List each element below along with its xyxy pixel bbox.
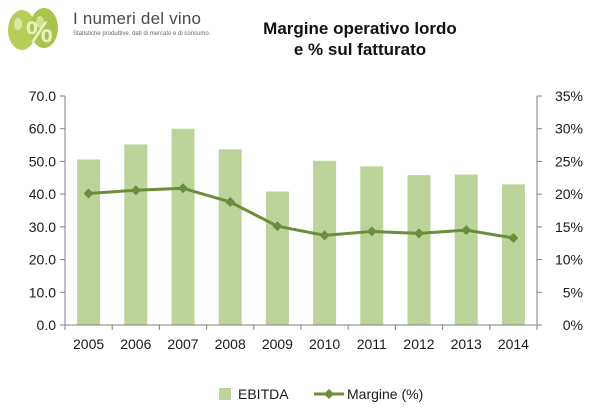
- margine-point-2014: [508, 232, 519, 243]
- bar-2013: [454, 174, 478, 325]
- x-tick-label: 2005: [73, 336, 104, 352]
- y-right-tick-label: 5%: [563, 284, 583, 300]
- margine-line: [88, 186, 514, 240]
- bar-2009: [265, 191, 289, 325]
- y-left-tick-label: 40.0: [29, 186, 56, 202]
- y-left-tick-label: 20.0: [29, 252, 56, 268]
- x-tick-label: 2007: [167, 336, 198, 352]
- x-tick-label: 2006: [120, 336, 151, 352]
- x-tick-label: 2009: [262, 336, 293, 352]
- chart-title: Margine operativo lordo e % sul fatturat…: [250, 18, 470, 60]
- y-left-tick-label: 10.0: [29, 284, 56, 300]
- x-tick-label: 2013: [451, 336, 482, 352]
- y-left-tick-label: 50.0: [29, 153, 56, 169]
- y-left-tick-label: 0.0: [37, 317, 57, 333]
- bar-2010: [313, 160, 337, 325]
- y-left-tick-label: 70.0: [29, 88, 56, 104]
- margine-point-2010: [319, 230, 330, 241]
- y-right-tick-label: 10%: [555, 252, 583, 268]
- legend: EBITDA Margine (%): [219, 386, 423, 402]
- svg-text:%: %: [26, 16, 53, 49]
- y-right-tick-label: 15%: [555, 219, 583, 235]
- bar-2006: [124, 144, 148, 325]
- bar-2005: [77, 159, 101, 325]
- y-right-tick-label: 0%: [563, 317, 583, 333]
- chart-title-line-1: Margine operativo lordo: [263, 19, 457, 38]
- margine-point-2008: [225, 196, 236, 207]
- y-left-tick-label: 60.0: [29, 121, 56, 137]
- chart-axes: [60, 95, 542, 330]
- bar-2014: [501, 184, 525, 325]
- margine-point-2006: [130, 185, 141, 196]
- bar-2008: [218, 149, 242, 325]
- bar-2012: [407, 175, 431, 325]
- margine-point-2012: [414, 228, 424, 239]
- tick-labels: 0.0 10.0 20.0 30.0 40.0 50.0 60.0 70.0 0% 5% 10% 15…: [29, 88, 583, 352]
- legend-label-margine: Margine (%): [347, 386, 423, 402]
- line-series-margine: [83, 183, 519, 243]
- y-right-tick-label: 25%: [555, 153, 583, 169]
- x-tick-label: 2014: [498, 336, 529, 352]
- margine-point-2005: [83, 188, 94, 199]
- x-tick-label: 2010: [309, 336, 340, 352]
- bar-series-ebitda: [77, 128, 525, 325]
- y-right-tick-label: 35%: [555, 88, 583, 104]
- chart-title-line-2: e % sul fatturato: [293, 40, 427, 59]
- margine-point-2007: [178, 183, 188, 194]
- legend-swatch-ebitda: [219, 388, 231, 400]
- x-tick-label: 2008: [215, 336, 246, 352]
- y-right-tick-label: 20%: [555, 186, 583, 202]
- logo-title: I numeri del vino: [73, 9, 202, 28]
- logo: % I numeri del vino Statistiche produtti…: [0, 0, 215, 58]
- bar-2011: [360, 166, 384, 325]
- wine-grapes-logo-icon: %: [8, 8, 58, 50]
- bar-2007: [171, 128, 195, 325]
- y-right-tick-label: 30%: [555, 121, 583, 137]
- legend-label-ebitda: EBITDA: [238, 386, 289, 402]
- y-left-tick-label: 30.0: [29, 219, 56, 235]
- x-tick-label: 2011: [357, 336, 387, 352]
- margine-point-2011: [366, 226, 377, 237]
- logo-subtitle: Statistiche produttive, dati di mercato …: [73, 31, 211, 37]
- margine-point-2009: [272, 221, 283, 232]
- x-tick-label: 2012: [403, 336, 434, 352]
- margine-point-2013: [461, 225, 472, 236]
- legend-swatch-margine-marker: [324, 389, 334, 399]
